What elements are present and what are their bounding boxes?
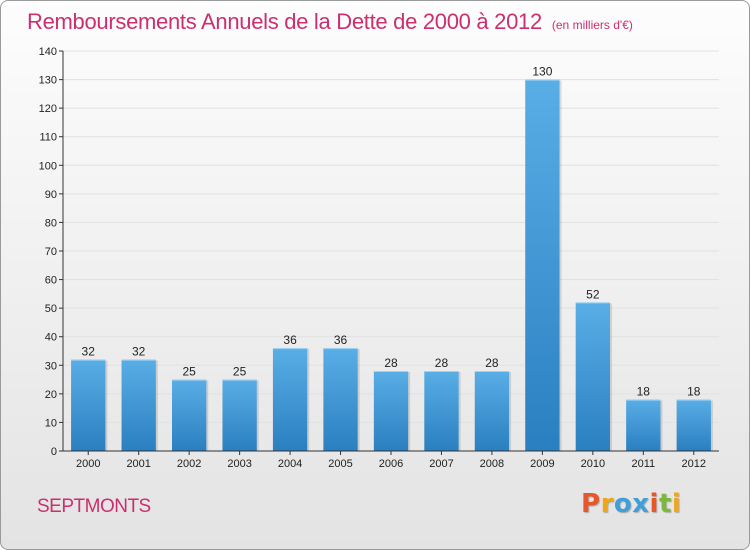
y-tick-label: 0 <box>51 446 57 458</box>
x-tick-label: 2003 <box>227 458 251 470</box>
y-tick-label: 80 <box>45 217 57 229</box>
x-tick-label: 2000 <box>76 458 100 470</box>
bar <box>121 359 156 451</box>
y-tick-label: 30 <box>45 360 57 372</box>
data-label: 25 <box>182 365 196 379</box>
bar <box>676 399 711 451</box>
x-tick-label: 2007 <box>429 458 453 470</box>
y-tick-label: 20 <box>45 389 57 401</box>
bar <box>323 348 358 451</box>
logo-letter: i <box>671 489 682 519</box>
x-tick-label: 2004 <box>278 458 302 470</box>
bar <box>626 399 661 451</box>
chart-unit-label: (en milliers d'€) <box>551 18 633 32</box>
data-label: 28 <box>485 356 499 370</box>
logo-letter: t <box>658 489 672 519</box>
bar <box>525 79 560 452</box>
x-tick-label: 2012 <box>682 458 706 470</box>
logo-letter: x <box>632 489 650 519</box>
bar <box>171 379 207 451</box>
x-tick-label: 2006 <box>379 458 403 470</box>
logo-letter: P <box>581 489 601 519</box>
x-tick-label: 2002 <box>177 458 201 470</box>
data-label: 18 <box>637 385 651 399</box>
data-label: 52 <box>586 287 600 301</box>
y-tick-label: 40 <box>45 332 57 344</box>
chart-title-text: Remboursements Annuels de la Dette de 20… <box>27 9 542 34</box>
data-label: 28 <box>384 356 398 370</box>
bar <box>373 371 409 451</box>
data-label: 25 <box>233 365 247 379</box>
commune-name: SEPTMONTS <box>37 496 151 517</box>
x-tick-label: 2005 <box>328 458 352 470</box>
logo-letter: r <box>600 489 614 519</box>
logo-letter: i <box>649 489 659 519</box>
bar <box>474 371 510 451</box>
y-tick-label: 10 <box>45 417 57 429</box>
bar <box>71 359 106 451</box>
axes <box>59 50 719 455</box>
bar <box>272 348 308 451</box>
y-tick-label: 70 <box>45 246 57 258</box>
x-tick-label: 2001 <box>126 458 150 470</box>
labels: 0 10 20 30 40 50 60 70 80 90 100 110 120 130 140 32 2000… <box>39 46 706 470</box>
x-tick-label: 2008 <box>480 458 504 470</box>
logo-letter: o <box>613 489 633 519</box>
y-tick-label: 90 <box>45 189 57 201</box>
bar <box>575 302 611 451</box>
x-tick-label: 2009 <box>530 458 554 470</box>
y-tick-label: 60 <box>45 275 57 287</box>
y-tick-label: 110 <box>39 132 57 144</box>
data-label: 32 <box>132 345 146 359</box>
x-tick-label: 2011 <box>631 458 655 470</box>
y-tick-label: 50 <box>45 303 57 315</box>
data-label: 36 <box>283 333 297 347</box>
data-label: 18 <box>687 385 701 399</box>
y-tick-label: 100 <box>39 160 57 172</box>
x-tick-label: 2010 <box>581 458 605 470</box>
data-label: 28 <box>435 356 449 370</box>
bars <box>71 79 713 452</box>
data-label: 32 <box>82 345 96 359</box>
data-label: 130 <box>532 65 552 79</box>
proxiti-logo[interactable]: Proxiti <box>581 489 681 519</box>
y-tick-label: 140 <box>39 46 57 58</box>
data-label: 36 <box>334 333 348 347</box>
bar <box>222 379 257 451</box>
bar <box>424 371 459 451</box>
chart-title: Remboursements Annuels de la Dette de 20… <box>27 9 633 35</box>
y-tick-label: 120 <box>39 103 57 115</box>
y-tick-label: 130 <box>39 75 57 87</box>
